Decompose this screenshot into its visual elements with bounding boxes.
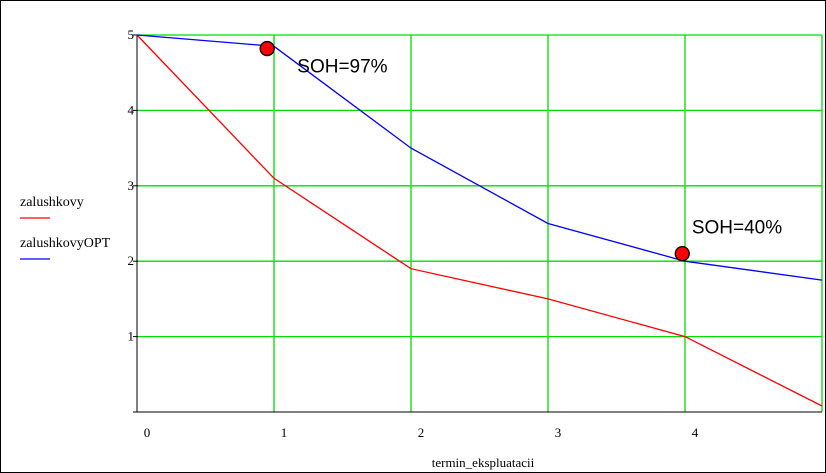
x-tick-labels: 012345 <box>144 425 699 440</box>
data-marker <box>674 246 690 262</box>
y-tick-label: 4 <box>128 102 135 117</box>
y-tick-labels: 1 2 3 4 5 <box>128 27 135 344</box>
x-tick-label: 1 <box>281 425 288 440</box>
annotation-label: SOH=40% <box>692 217 782 238</box>
y-tick-label: 5 <box>128 27 135 42</box>
x-tick-label: 2 <box>418 425 425 440</box>
x-tick-label: 3 <box>555 425 562 440</box>
y-tick-label: 1 <box>128 329 135 344</box>
annotation-label: SOH=97% <box>297 57 387 78</box>
legend: zalushkovy zalushkovyOPT <box>20 195 111 260</box>
markers-group <box>259 40 690 262</box>
grid <box>137 34 823 412</box>
series-line-zalushkovy <box>136 34 823 407</box>
x-tick-label: 0 <box>144 425 151 440</box>
legend-label: zalushkovyOPT <box>20 236 111 251</box>
axes <box>133 34 822 413</box>
x-tick-label: 4 <box>692 425 699 440</box>
y-tick-label: 2 <box>128 253 135 268</box>
x-axis-label: termin_ekspluatacii <box>432 455 535 470</box>
legend-label: zalushkovy <box>20 195 84 210</box>
y-tick-label: 3 <box>128 178 135 193</box>
series-line-zalushkovyOPT <box>136 34 823 281</box>
series-group <box>136 34 823 407</box>
annotations-group: SOH=97% SOH=40% <box>297 57 782 239</box>
data-marker <box>259 40 275 57</box>
